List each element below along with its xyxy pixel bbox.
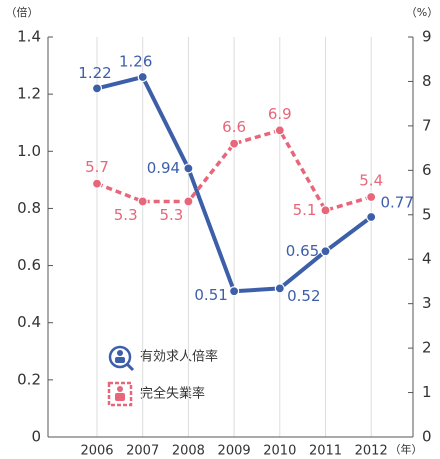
y2-axis-label: （%）	[406, 6, 438, 19]
value-label: 6.6	[222, 118, 246, 136]
y2-tick-label: 1	[422, 383, 432, 401]
point	[91, 83, 103, 94]
legend-icon-pink	[107, 381, 133, 407]
point	[320, 205, 331, 216]
y-tick-label: 1.2	[17, 85, 41, 103]
x-tick-label: 2009	[218, 444, 251, 459]
point	[137, 71, 148, 83]
legend-label: 完全失業率	[140, 386, 205, 402]
value-label: 6.9	[268, 105, 292, 123]
x-tick-label: 2006	[80, 444, 113, 459]
legend-icon-blue	[108, 345, 135, 372]
point	[91, 178, 103, 189]
point	[183, 163, 194, 174]
x-tick-label: 2008	[172, 444, 205, 459]
y2-tick-label: 4	[422, 250, 432, 268]
value-label: 5.7	[85, 158, 109, 176]
value-label: 0.51	[194, 286, 227, 304]
y2-tick-label: 2	[422, 339, 432, 357]
value-label: 5.4	[359, 172, 383, 190]
value-label: 0.77	[380, 194, 413, 212]
point	[229, 286, 240, 297]
legend-label: 有効求人倍率	[140, 349, 218, 365]
point	[274, 283, 285, 294]
y-tick-label: 1.4	[17, 28, 41, 46]
y-axis-label: （倍）	[6, 5, 39, 19]
value-label: 1.26	[119, 53, 152, 71]
y-tick-label: 0.2	[17, 370, 41, 388]
y2-tick-label: 3	[422, 294, 432, 312]
y2-tick-label: 8	[422, 72, 432, 90]
x-tick-label: 2012	[355, 444, 388, 459]
y-tick-label: 0	[31, 428, 41, 446]
x-axis-label: （年）	[390, 442, 423, 456]
point	[366, 211, 377, 223]
value-label: 5.3	[159, 206, 183, 224]
value-label: 5.3	[114, 206, 138, 224]
y-tick-label: 0.8	[17, 199, 41, 217]
y-tick-label: 0.4	[17, 313, 41, 331]
y2-tick-label: 0	[422, 428, 432, 446]
y2-tick-label: 9	[422, 28, 432, 46]
point	[274, 125, 285, 136]
value-label: 0.52	[287, 287, 320, 305]
point	[137, 196, 148, 207]
value-label: 0.65	[286, 242, 319, 260]
y2-tick-label: 5	[422, 205, 432, 223]
value-label: 1.22	[78, 64, 111, 82]
y2-tick-label: 7	[422, 116, 432, 134]
point	[183, 196, 194, 207]
x-tick-label: 2010	[263, 444, 296, 459]
value-label: 0.94	[147, 159, 180, 177]
point	[229, 138, 240, 149]
y-tick-label: 1.0	[17, 142, 41, 160]
x-tick-label: 2007	[126, 444, 159, 459]
y-tick-label: 0.6	[17, 256, 41, 274]
point	[366, 191, 377, 203]
value-label: 5.1	[293, 201, 317, 219]
point	[320, 246, 331, 257]
legend: 有効求人倍率 完全失業率	[107, 345, 218, 407]
x-tick-label: 2011	[309, 444, 342, 459]
y2-tick-label: 6	[422, 161, 432, 179]
